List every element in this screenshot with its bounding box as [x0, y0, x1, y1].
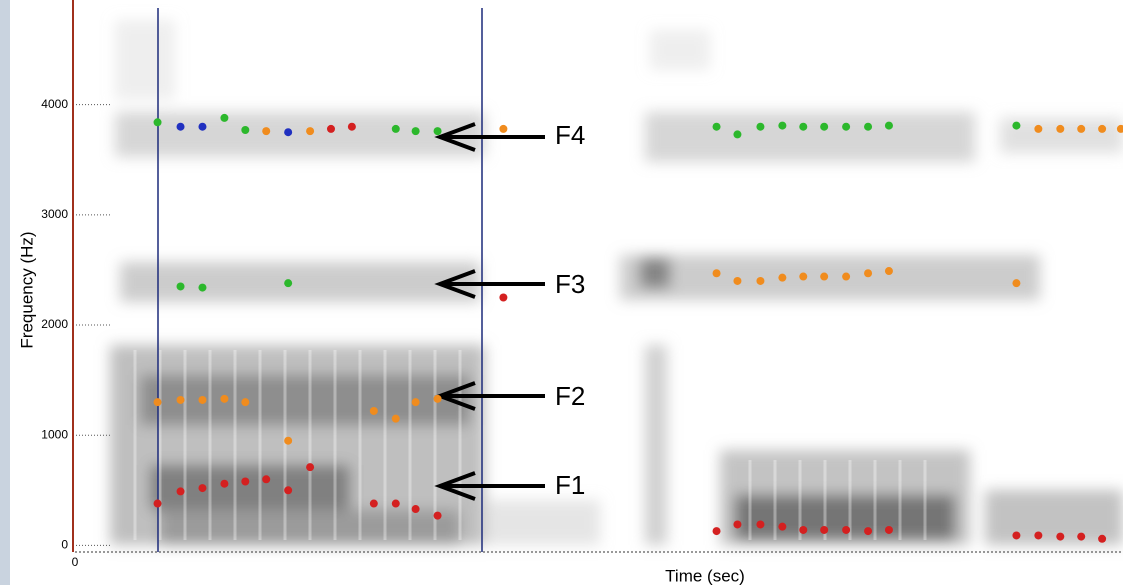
formant-point [820, 272, 829, 281]
formant-point [842, 525, 851, 534]
x-tick-label: 0 [72, 555, 79, 569]
formant-point [391, 414, 400, 423]
formant-point [153, 499, 162, 508]
formant-point [1098, 534, 1107, 543]
formant-point [220, 479, 229, 488]
y-tick-label: 3000 [41, 207, 68, 221]
formant-point [799, 525, 808, 534]
formant-point [1034, 531, 1043, 540]
formant-point [241, 126, 250, 135]
formant-point [176, 122, 185, 131]
formant-point [884, 525, 893, 534]
formant-point [1012, 121, 1021, 130]
annotation: F2 [555, 381, 585, 411]
formant-point [1077, 532, 1086, 541]
formant-point [433, 394, 442, 403]
formant-point [884, 121, 893, 130]
formant-point [1056, 532, 1065, 541]
x-axis-title: Time (sec) [665, 566, 745, 585]
annotation: F3 [555, 269, 585, 299]
formant-point [176, 395, 185, 404]
formant-point [712, 527, 721, 536]
formant-point [1012, 279, 1021, 288]
formant-point [153, 398, 162, 407]
formant-point [864, 122, 873, 131]
y-axis-title: Frequency (Hz) [17, 231, 36, 348]
formant-point [391, 499, 400, 508]
formant-point [198, 484, 207, 493]
formant-point [262, 127, 271, 136]
y-tick-label: 2000 [41, 317, 68, 331]
formant-point [778, 121, 787, 130]
formant-point [820, 525, 829, 534]
formant-point [284, 128, 293, 137]
y-tick-label: 1000 [41, 427, 68, 441]
formant-point [198, 122, 207, 131]
formant-point [1034, 124, 1043, 133]
formant-point [411, 398, 420, 407]
formant-point [756, 276, 765, 285]
formant-point [220, 113, 229, 122]
formant-point [499, 293, 508, 302]
formant-point [284, 436, 293, 445]
side-strip [0, 0, 10, 585]
formant-point [369, 406, 378, 415]
formant-point [1077, 124, 1086, 133]
formant-point [153, 118, 162, 127]
annotation: F1 [555, 470, 585, 500]
formant-point [433, 127, 442, 136]
formant-point [712, 269, 721, 278]
formant-point [842, 122, 851, 131]
formant-point [1098, 124, 1107, 133]
formant-point [778, 273, 787, 282]
formant-point [220, 394, 229, 403]
formant-point [884, 267, 893, 276]
formant-point [433, 511, 442, 520]
formant-point [799, 122, 808, 131]
formant-point [820, 122, 829, 131]
formant-point [176, 487, 185, 496]
formant-point [306, 463, 315, 472]
formant-point [1056, 124, 1065, 133]
formant-point [864, 269, 873, 278]
formant-point [756, 520, 765, 529]
formant-point [347, 122, 356, 131]
formant-point [284, 486, 293, 495]
formant-point [1116, 124, 1123, 133]
formant-point [1012, 531, 1021, 540]
formant-point [733, 276, 742, 285]
spectrogram [110, 20, 1123, 545]
formant-point [842, 272, 851, 281]
formant-point [198, 283, 207, 292]
formant-point [241, 398, 250, 407]
formant-point [306, 127, 315, 136]
formant-point [733, 130, 742, 139]
y-tick-label: 4000 [41, 97, 68, 111]
formant-point [778, 522, 787, 531]
formant-point [864, 527, 873, 536]
formant-point [499, 124, 508, 133]
formant-point [326, 124, 335, 133]
formant-point [176, 282, 185, 291]
formant-point [284, 279, 293, 288]
formant-point [411, 127, 420, 136]
formant-point [411, 505, 420, 514]
formant-point [262, 475, 271, 484]
formant-point [756, 122, 765, 131]
formant-point [241, 477, 250, 486]
formant-point [369, 499, 378, 508]
formant-point [799, 272, 808, 281]
annotation: F4 [555, 120, 585, 150]
formant-point [391, 124, 400, 133]
formant-point [733, 520, 742, 529]
formant-point [198, 395, 207, 404]
formant-point [712, 122, 721, 131]
y-tick-label: 0 [61, 538, 68, 552]
